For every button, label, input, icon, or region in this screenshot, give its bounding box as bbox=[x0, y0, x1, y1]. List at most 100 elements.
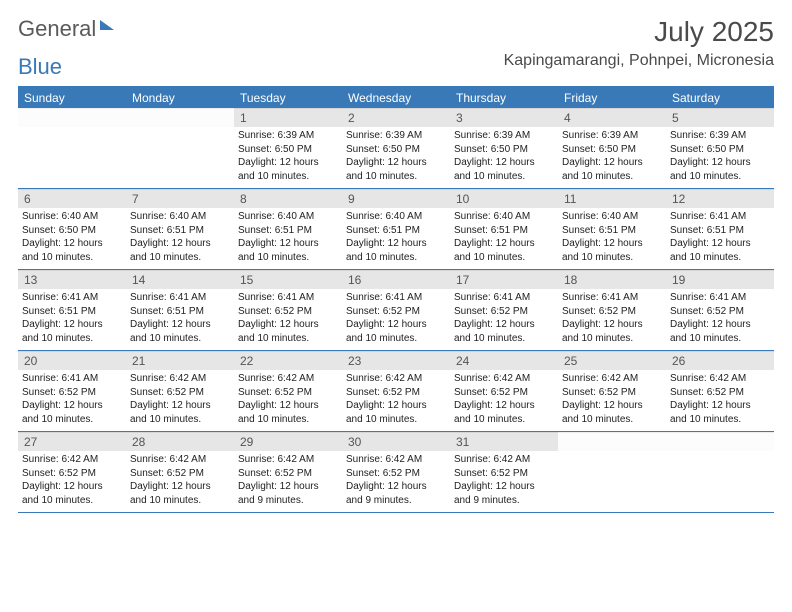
logo: General bbox=[18, 16, 116, 42]
day-number bbox=[126, 108, 234, 127]
sunrise-text: Sunrise: 6:40 AM bbox=[130, 210, 230, 224]
day-cell: 11Sunrise: 6:40 AMSunset: 6:51 PMDayligh… bbox=[558, 189, 666, 269]
sunrise-text: Sunrise: 6:42 AM bbox=[238, 453, 338, 467]
day-cell: 17Sunrise: 6:41 AMSunset: 6:52 PMDayligh… bbox=[450, 270, 558, 350]
day-info: Sunrise: 6:40 AMSunset: 6:51 PMDaylight:… bbox=[126, 210, 234, 264]
sunrise-text: Sunrise: 6:42 AM bbox=[238, 372, 338, 386]
day-info: Sunrise: 6:40 AMSunset: 6:51 PMDaylight:… bbox=[342, 210, 450, 264]
sunrise-text: Sunrise: 6:40 AM bbox=[454, 210, 554, 224]
day-cell: 7Sunrise: 6:40 AMSunset: 6:51 PMDaylight… bbox=[126, 189, 234, 269]
sunset-text: Sunset: 6:52 PM bbox=[346, 386, 446, 400]
daylight-text: Daylight: 12 hours and 10 minutes. bbox=[346, 156, 446, 183]
sunrise-text: Sunrise: 6:42 AM bbox=[130, 453, 230, 467]
sunrise-text: Sunrise: 6:42 AM bbox=[22, 453, 122, 467]
day-cell: 10Sunrise: 6:40 AMSunset: 6:51 PMDayligh… bbox=[450, 189, 558, 269]
day-info: Sunrise: 6:39 AMSunset: 6:50 PMDaylight:… bbox=[558, 129, 666, 183]
day-number: 6 bbox=[18, 189, 126, 208]
day-info: Sunrise: 6:42 AMSunset: 6:52 PMDaylight:… bbox=[342, 372, 450, 426]
day-number: 1 bbox=[234, 108, 342, 127]
day-info: Sunrise: 6:40 AMSunset: 6:51 PMDaylight:… bbox=[558, 210, 666, 264]
day-number: 19 bbox=[666, 270, 774, 289]
day-number: 24 bbox=[450, 351, 558, 370]
weekday-header: Wednesday bbox=[342, 88, 450, 108]
sunrise-text: Sunrise: 6:39 AM bbox=[346, 129, 446, 143]
sunset-text: Sunset: 6:52 PM bbox=[670, 386, 770, 400]
day-number: 28 bbox=[126, 432, 234, 451]
day-cell: 5Sunrise: 6:39 AMSunset: 6:50 PMDaylight… bbox=[666, 108, 774, 188]
daylight-text: Daylight: 12 hours and 10 minutes. bbox=[670, 156, 770, 183]
weekday-header: Saturday bbox=[666, 88, 774, 108]
day-cell bbox=[558, 432, 666, 512]
day-number: 26 bbox=[666, 351, 774, 370]
day-number: 31 bbox=[450, 432, 558, 451]
day-cell: 1Sunrise: 6:39 AMSunset: 6:50 PMDaylight… bbox=[234, 108, 342, 188]
calendar: Sunday Monday Tuesday Wednesday Thursday… bbox=[18, 86, 774, 513]
daylight-text: Daylight: 12 hours and 10 minutes. bbox=[130, 318, 230, 345]
weekday-header: Friday bbox=[558, 88, 666, 108]
daylight-text: Daylight: 12 hours and 10 minutes. bbox=[130, 399, 230, 426]
day-info: Sunrise: 6:42 AMSunset: 6:52 PMDaylight:… bbox=[450, 372, 558, 426]
day-cell: 15Sunrise: 6:41 AMSunset: 6:52 PMDayligh… bbox=[234, 270, 342, 350]
day-cell: 2Sunrise: 6:39 AMSunset: 6:50 PMDaylight… bbox=[342, 108, 450, 188]
day-info: Sunrise: 6:41 AMSunset: 6:52 PMDaylight:… bbox=[18, 372, 126, 426]
day-info: Sunrise: 6:42 AMSunset: 6:52 PMDaylight:… bbox=[558, 372, 666, 426]
day-cell: 29Sunrise: 6:42 AMSunset: 6:52 PMDayligh… bbox=[234, 432, 342, 512]
sunset-text: Sunset: 6:50 PM bbox=[454, 143, 554, 157]
sunset-text: Sunset: 6:50 PM bbox=[346, 143, 446, 157]
day-info: Sunrise: 6:40 AMSunset: 6:51 PMDaylight:… bbox=[234, 210, 342, 264]
sunrise-text: Sunrise: 6:39 AM bbox=[454, 129, 554, 143]
sunrise-text: Sunrise: 6:41 AM bbox=[670, 210, 770, 224]
day-cell: 21Sunrise: 6:42 AMSunset: 6:52 PMDayligh… bbox=[126, 351, 234, 431]
day-number: 3 bbox=[450, 108, 558, 127]
day-info: Sunrise: 6:42 AMSunset: 6:52 PMDaylight:… bbox=[234, 453, 342, 507]
sunrise-text: Sunrise: 6:40 AM bbox=[562, 210, 662, 224]
day-number: 30 bbox=[342, 432, 450, 451]
day-cell: 18Sunrise: 6:41 AMSunset: 6:52 PMDayligh… bbox=[558, 270, 666, 350]
day-number: 10 bbox=[450, 189, 558, 208]
sunset-text: Sunset: 6:52 PM bbox=[238, 467, 338, 481]
week-row: 1Sunrise: 6:39 AMSunset: 6:50 PMDaylight… bbox=[18, 108, 774, 189]
sunrise-text: Sunrise: 6:40 AM bbox=[238, 210, 338, 224]
day-cell: 14Sunrise: 6:41 AMSunset: 6:51 PMDayligh… bbox=[126, 270, 234, 350]
sunset-text: Sunset: 6:52 PM bbox=[454, 305, 554, 319]
daylight-text: Daylight: 12 hours and 10 minutes. bbox=[22, 399, 122, 426]
daylight-text: Daylight: 12 hours and 10 minutes. bbox=[670, 318, 770, 345]
day-info: Sunrise: 6:41 AMSunset: 6:52 PMDaylight:… bbox=[558, 291, 666, 345]
daylight-text: Daylight: 12 hours and 10 minutes. bbox=[238, 318, 338, 345]
daylight-text: Daylight: 12 hours and 10 minutes. bbox=[22, 480, 122, 507]
sunset-text: Sunset: 6:51 PM bbox=[238, 224, 338, 238]
sunrise-text: Sunrise: 6:40 AM bbox=[22, 210, 122, 224]
sunset-text: Sunset: 6:51 PM bbox=[670, 224, 770, 238]
weekday-header: Sunday bbox=[18, 88, 126, 108]
logo-triangle-icon bbox=[100, 20, 114, 30]
daylight-text: Daylight: 12 hours and 9 minutes. bbox=[238, 480, 338, 507]
sunrise-text: Sunrise: 6:39 AM bbox=[562, 129, 662, 143]
day-info: Sunrise: 6:41 AMSunset: 6:51 PMDaylight:… bbox=[666, 210, 774, 264]
week-row: 13Sunrise: 6:41 AMSunset: 6:51 PMDayligh… bbox=[18, 270, 774, 351]
day-cell bbox=[666, 432, 774, 512]
sunset-text: Sunset: 6:52 PM bbox=[238, 305, 338, 319]
day-info: Sunrise: 6:42 AMSunset: 6:52 PMDaylight:… bbox=[18, 453, 126, 507]
day-info: Sunrise: 6:41 AMSunset: 6:52 PMDaylight:… bbox=[234, 291, 342, 345]
sunset-text: Sunset: 6:52 PM bbox=[22, 467, 122, 481]
day-cell: 13Sunrise: 6:41 AMSunset: 6:51 PMDayligh… bbox=[18, 270, 126, 350]
weekday-header: Thursday bbox=[450, 88, 558, 108]
day-number: 8 bbox=[234, 189, 342, 208]
day-number: 27 bbox=[18, 432, 126, 451]
day-info: Sunrise: 6:42 AMSunset: 6:52 PMDaylight:… bbox=[666, 372, 774, 426]
daylight-text: Daylight: 12 hours and 10 minutes. bbox=[130, 237, 230, 264]
daylight-text: Daylight: 12 hours and 10 minutes. bbox=[454, 237, 554, 264]
sunset-text: Sunset: 6:52 PM bbox=[346, 305, 446, 319]
sunrise-text: Sunrise: 6:41 AM bbox=[346, 291, 446, 305]
sunset-text: Sunset: 6:51 PM bbox=[130, 224, 230, 238]
sunrise-text: Sunrise: 6:42 AM bbox=[130, 372, 230, 386]
daylight-text: Daylight: 12 hours and 10 minutes. bbox=[238, 399, 338, 426]
sunset-text: Sunset: 6:52 PM bbox=[670, 305, 770, 319]
daylight-text: Daylight: 12 hours and 10 minutes. bbox=[238, 156, 338, 183]
day-info: Sunrise: 6:41 AMSunset: 6:52 PMDaylight:… bbox=[450, 291, 558, 345]
daylight-text: Daylight: 12 hours and 9 minutes. bbox=[454, 480, 554, 507]
sunrise-text: Sunrise: 6:41 AM bbox=[454, 291, 554, 305]
daylight-text: Daylight: 12 hours and 10 minutes. bbox=[562, 399, 662, 426]
day-number bbox=[18, 108, 126, 127]
daylight-text: Daylight: 12 hours and 10 minutes. bbox=[670, 399, 770, 426]
